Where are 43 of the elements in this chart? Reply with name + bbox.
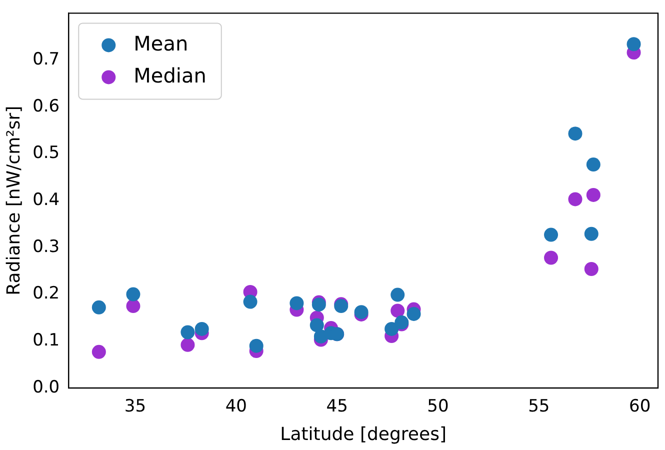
point [243, 294, 258, 309]
legend-label: Median [134, 63, 206, 88]
point [92, 344, 106, 359]
x-tick-label: 45 [326, 396, 348, 417]
point [180, 325, 195, 340]
point [586, 188, 600, 202]
y-tick-label: 0.7 [32, 49, 60, 70]
point [584, 226, 598, 241]
y-tick-label: 0.0 [32, 377, 60, 398]
point [290, 296, 304, 310]
legend-label: Mean [134, 31, 188, 56]
point [626, 37, 641, 52]
y-axis-title: Radiance [nW/cm²sr] [3, 106, 24, 296]
point [544, 250, 558, 265]
point [406, 306, 421, 321]
y-tick-label: 0.2 [32, 284, 60, 304]
y-tick-label: 0.4 [32, 190, 60, 210]
point [312, 298, 326, 312]
point [249, 338, 264, 353]
point [180, 338, 195, 352]
x-tick-label: 55 [528, 396, 550, 417]
point [586, 158, 600, 172]
x-tick-label: 40 [225, 396, 247, 417]
point [384, 322, 399, 336]
point [310, 318, 324, 332]
point [390, 288, 405, 302]
x-tick-label: 35 [124, 396, 146, 417]
x-tick-label: 60 [629, 396, 651, 417]
y-tick-label: 0.3 [32, 236, 60, 257]
y-tick-label: 0.5 [32, 143, 60, 164]
point [126, 299, 140, 314]
point [568, 192, 582, 206]
point [194, 322, 209, 336]
y-tick-label: 0.1 [32, 330, 60, 351]
point [568, 126, 582, 141]
point [584, 262, 598, 276]
point [390, 304, 405, 318]
x-tick-label: 50 [427, 396, 449, 417]
point [544, 228, 558, 242]
y-tick-label: 0.6 [32, 96, 60, 116]
point [92, 300, 106, 314]
point [126, 287, 140, 302]
x-axis-title: Latitude [degrees] [280, 424, 446, 445]
